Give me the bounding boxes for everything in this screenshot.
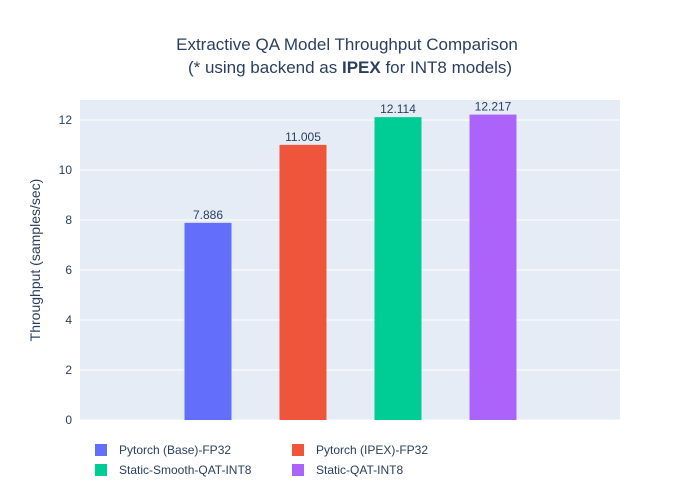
legend-label-4: Static-QAT-INT8	[316, 463, 403, 477]
legend-label-3: Static-Smooth-QAT-INT8	[119, 463, 252, 477]
data-label-3: 12.114	[380, 102, 416, 116]
chart-title-line-1: Extractive QA Model Throughput Compariso…	[176, 35, 518, 54]
legend-swatch-1	[95, 444, 107, 456]
y-tick-label-0: 0	[65, 413, 72, 427]
legend-swatch-2	[292, 444, 304, 456]
y-tick-label-12: 12	[59, 113, 73, 127]
bar-1	[184, 222, 232, 420]
data-label-2: 11.005	[285, 130, 321, 144]
bar-4	[469, 114, 517, 420]
y-tick-label-2: 2	[65, 363, 72, 377]
data-labels: 7.886 11.005 12.114 12.217	[193, 100, 512, 222]
legend-label-2: Pytorch (IPEX)-FP32	[316, 443, 428, 457]
bar-3	[374, 117, 422, 421]
gridlines	[80, 119, 620, 421]
title-line-2-pre: (* using backend as	[188, 58, 342, 77]
data-label-1: 7.886	[193, 208, 223, 222]
y-tick-label-8: 8	[65, 213, 72, 227]
bar-2	[279, 144, 327, 420]
plot-area	[80, 100, 620, 420]
y-tick-label-4: 4	[65, 313, 72, 327]
y-tick-label-6: 6	[65, 263, 72, 277]
legend: Pytorch (Base)-FP32 Pytorch (IPEX)-FP32 St…	[95, 443, 428, 477]
title-line-2-bold: IPEX	[342, 58, 381, 77]
y-axis-label: Throughput (samples/sec)	[27, 179, 43, 342]
title-line-2-post: for INT8 models)	[381, 58, 512, 77]
legend-swatch-4	[292, 464, 304, 476]
y-tick-label-10: 10	[59, 163, 73, 177]
chart-title-line-2: (* using backend as IPEX for INT8 models…	[188, 58, 512, 77]
y-axis-ticks: 0 2 4 6 8 10 12	[59, 113, 73, 427]
data-label-4: 12.217	[475, 100, 512, 114]
legend-swatch-3	[95, 464, 107, 476]
bars	[184, 114, 517, 421]
legend-label-1: Pytorch (Base)-FP32	[119, 443, 231, 457]
